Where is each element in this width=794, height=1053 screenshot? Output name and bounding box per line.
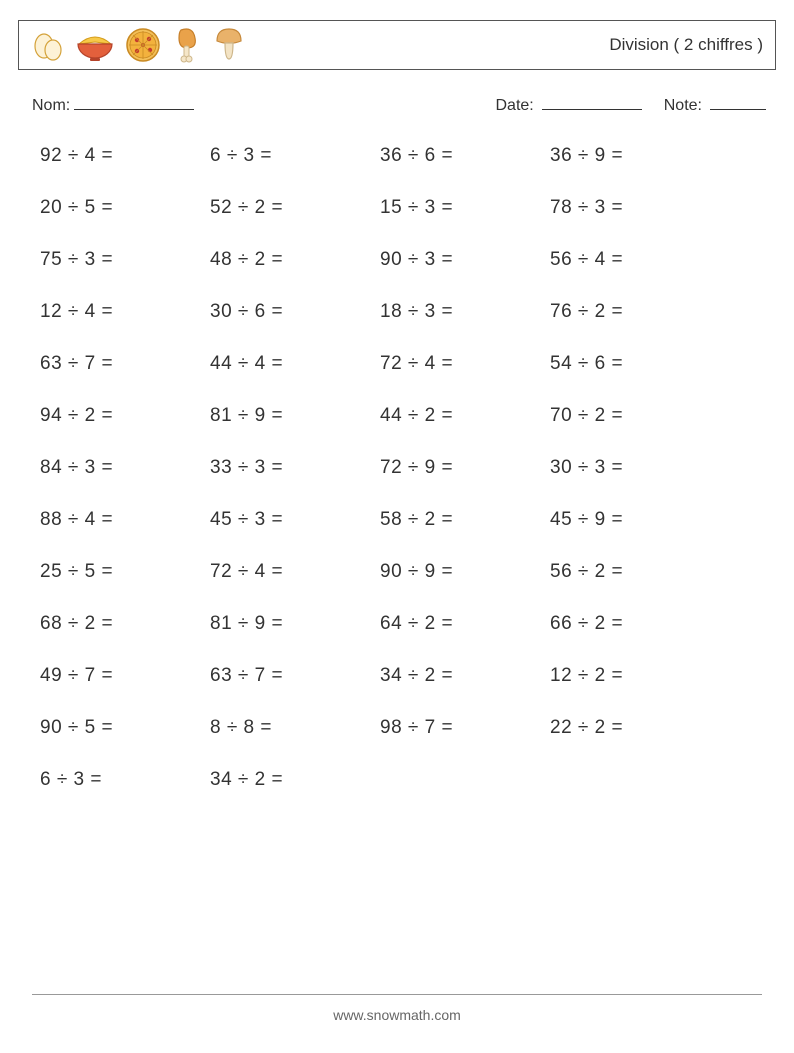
problem: 58 ÷ 2 =: [380, 509, 550, 531]
problem: 76 ÷ 2 =: [550, 301, 720, 323]
note-blank[interactable]: [710, 94, 766, 110]
footer-text: www.snowmath.com: [0, 1007, 794, 1023]
problem: 72 ÷ 4 =: [210, 561, 380, 583]
problem: 84 ÷ 3 =: [40, 457, 210, 479]
problem: 70 ÷ 2 =: [550, 405, 720, 427]
problem: 36 ÷ 9 =: [550, 145, 720, 167]
note-label: Note:: [664, 97, 702, 115]
problem: 25 ÷ 5 =: [40, 561, 210, 583]
problem: 45 ÷ 9 =: [550, 509, 720, 531]
problem: 49 ÷ 7 =: [40, 665, 210, 687]
name-field: Nom:: [32, 94, 194, 115]
problem: 90 ÷ 5 =: [40, 717, 210, 739]
problem: 44 ÷ 2 =: [380, 405, 550, 427]
problem: 81 ÷ 9 =: [210, 613, 380, 635]
problem: 72 ÷ 4 =: [380, 353, 550, 375]
problem: 63 ÷ 7 =: [210, 665, 380, 687]
problem: 22 ÷ 2 =: [550, 717, 720, 739]
problem: 6 ÷ 3 =: [210, 145, 380, 167]
problem: 20 ÷ 5 =: [40, 197, 210, 219]
header-box: Division ( 2 chiffres ): [18, 20, 776, 70]
problem: 63 ÷ 7 =: [40, 353, 210, 375]
problem: 34 ÷ 2 =: [210, 769, 380, 791]
worksheet-page: Division ( 2 chiffres ) Nom: Date: Note:…: [0, 0, 794, 1053]
name-label: Nom:: [32, 97, 70, 115]
problem: 30 ÷ 6 =: [210, 301, 380, 323]
problem: 33 ÷ 3 =: [210, 457, 380, 479]
header-icons: [31, 26, 245, 64]
problem: 44 ÷ 4 =: [210, 353, 380, 375]
problem: 36 ÷ 6 =: [380, 145, 550, 167]
pizza-icon: [125, 27, 161, 63]
problem: 92 ÷ 4 =: [40, 145, 210, 167]
mushroom-icon: [213, 27, 245, 63]
problem: 12 ÷ 2 =: [550, 665, 720, 687]
problem: 90 ÷ 9 =: [380, 561, 550, 583]
drumstick-icon: [171, 26, 203, 64]
problem: 18 ÷ 3 =: [380, 301, 550, 323]
name-blank[interactable]: [74, 94, 194, 110]
problem: 8 ÷ 8 =: [210, 717, 380, 739]
problem: 81 ÷ 9 =: [210, 405, 380, 427]
meta-row: Nom: Date: Note:: [18, 70, 776, 115]
eggs-icon: [31, 28, 65, 62]
problem: 78 ÷ 3 =: [550, 197, 720, 219]
problem: 64 ÷ 2 =: [380, 613, 550, 635]
problem: 34 ÷ 2 =: [380, 665, 550, 687]
problem: 52 ÷ 2 =: [210, 197, 380, 219]
problem: 72 ÷ 9 =: [380, 457, 550, 479]
problem: 66 ÷ 2 =: [550, 613, 720, 635]
problem: 6 ÷ 3 =: [40, 769, 210, 791]
problems-grid: 92 ÷ 4 =6 ÷ 3 =36 ÷ 6 =36 ÷ 9 =20 ÷ 5 =5…: [18, 115, 776, 791]
problem: 30 ÷ 3 =: [550, 457, 720, 479]
date-blank[interactable]: [542, 94, 642, 110]
date-label: Date:: [496, 97, 534, 115]
problem: 75 ÷ 3 =: [40, 249, 210, 271]
problem: 48 ÷ 2 =: [210, 249, 380, 271]
problem: 56 ÷ 4 =: [550, 249, 720, 271]
bowl-icon: [75, 28, 115, 62]
problem: 45 ÷ 3 =: [210, 509, 380, 531]
problem: 98 ÷ 7 =: [380, 717, 550, 739]
footer-divider: [32, 994, 762, 995]
problem: 15 ÷ 3 =: [380, 197, 550, 219]
problem: 56 ÷ 2 =: [550, 561, 720, 583]
problem: 90 ÷ 3 =: [380, 249, 550, 271]
problem: 94 ÷ 2 =: [40, 405, 210, 427]
problem: 88 ÷ 4 =: [40, 509, 210, 531]
problem: 12 ÷ 4 =: [40, 301, 210, 323]
worksheet-title: Division ( 2 chiffres ): [609, 35, 763, 55]
problem: 68 ÷ 2 =: [40, 613, 210, 635]
problem: 54 ÷ 6 =: [550, 353, 720, 375]
